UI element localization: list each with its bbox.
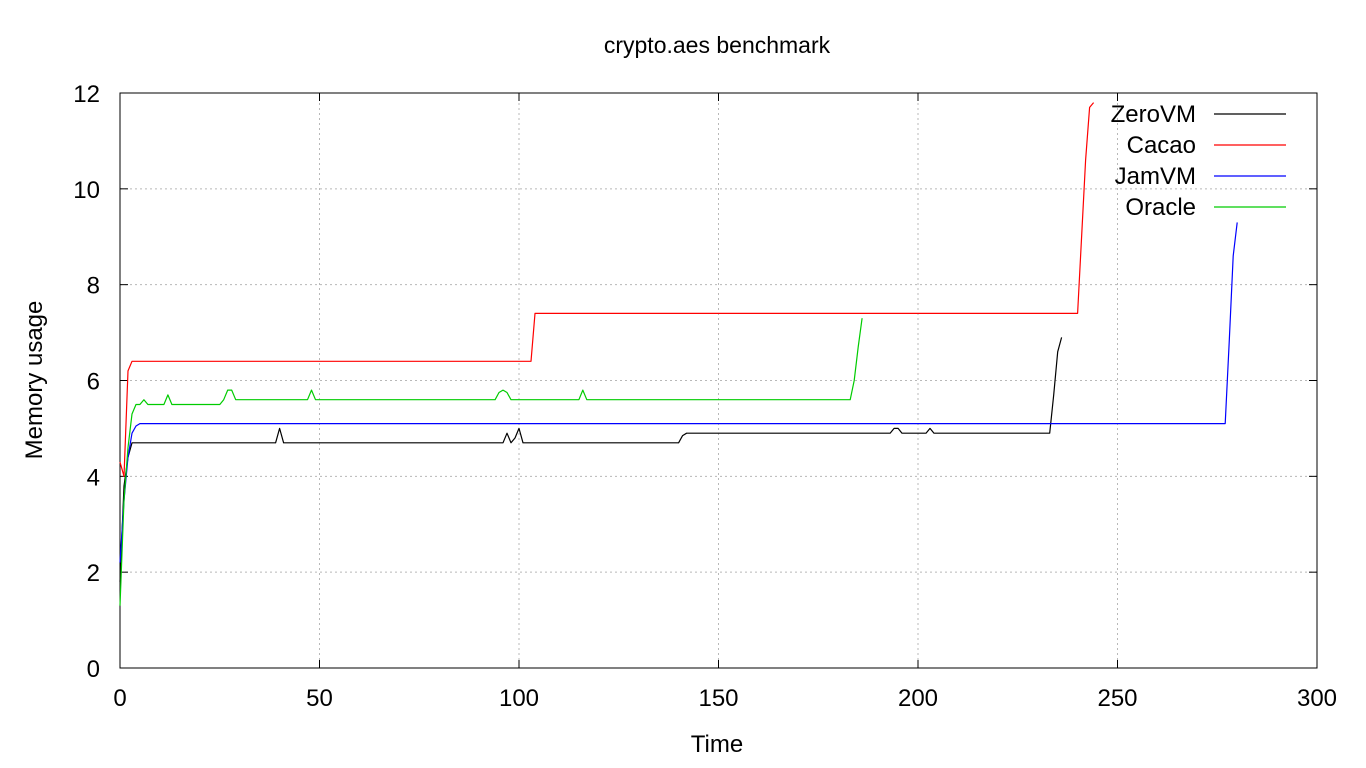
- grid: [120, 93, 1317, 668]
- series-lines: [119, 102, 1238, 606]
- legend-label-jamvm: JamVM: [1115, 163, 1196, 190]
- axis-ticks: 0 50 100 150 200 250 300 0 2 4 6 8 10 12: [73, 81, 1337, 712]
- x-tick-label: 0: [113, 685, 126, 712]
- chart-title: crypto.aes benchmark: [604, 32, 831, 58]
- x-tick-label: 50: [306, 685, 333, 712]
- y-axis-title: Memory usage: [21, 301, 48, 460]
- y-tick-label: 6: [87, 369, 100, 396]
- y-tick-label: 0: [87, 656, 100, 683]
- legend: ZeroVM Cacao JamVM Oracle: [1111, 101, 1286, 221]
- y-tick-label: 8: [87, 273, 100, 300]
- x-tick-label: 250: [1097, 685, 1137, 712]
- series-line-cacao: [119, 102, 1095, 477]
- x-tick-label: 200: [898, 685, 938, 712]
- x-tick-label: 150: [698, 685, 738, 712]
- legend-label-zerovm: ZeroVM: [1111, 101, 1196, 128]
- series-line-oracle: [119, 318, 863, 606]
- x-tick-label: 100: [499, 685, 539, 712]
- y-tick-label: 10: [73, 177, 100, 204]
- x-axis-title: Time: [691, 731, 743, 758]
- x-tick-label: 300: [1297, 685, 1337, 712]
- y-tick-label: 4: [87, 464, 100, 491]
- legend-label-cacao: Cacao: [1127, 132, 1196, 159]
- y-tick-label: 12: [73, 81, 100, 108]
- y-tick-label: 2: [87, 560, 100, 587]
- legend-label-oracle: Oracle: [1125, 194, 1196, 221]
- series-line-zerovm: [119, 337, 1063, 582]
